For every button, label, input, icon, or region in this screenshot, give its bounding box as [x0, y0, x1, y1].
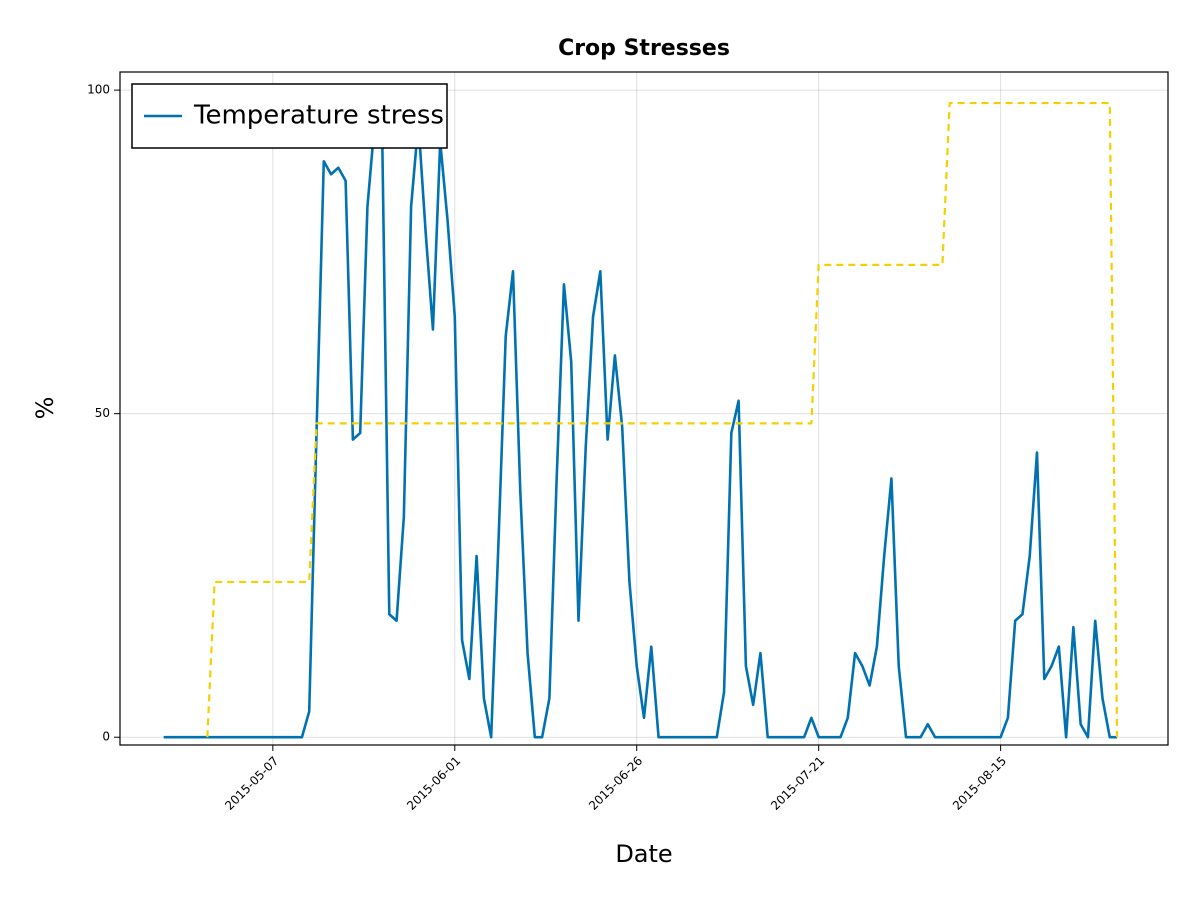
plot-frame	[119, 71, 1169, 746]
y-tick-label: 100	[87, 83, 110, 97]
y-axis-label: %	[31, 397, 59, 420]
y-tick-label: 50	[95, 406, 110, 420]
x-tick-label: 2015-06-01	[404, 754, 463, 813]
series-line	[163, 121, 1118, 739]
x-tick-label: 2015-06-26	[586, 754, 645, 813]
y-tick-label: 0	[102, 730, 110, 744]
series-line	[206, 101, 1119, 738]
chart-title: Crop Stresses	[558, 36, 730, 61]
x-axis-label: Date	[615, 840, 672, 868]
x-tick-label: 2015-07-21	[768, 754, 827, 813]
x-tick-label: 2015-05-07	[222, 754, 281, 813]
x-tick-label: 2015-08-15	[950, 754, 1009, 813]
legend-label: Temperature stress	[193, 101, 444, 131]
legend-box	[131, 83, 448, 149]
